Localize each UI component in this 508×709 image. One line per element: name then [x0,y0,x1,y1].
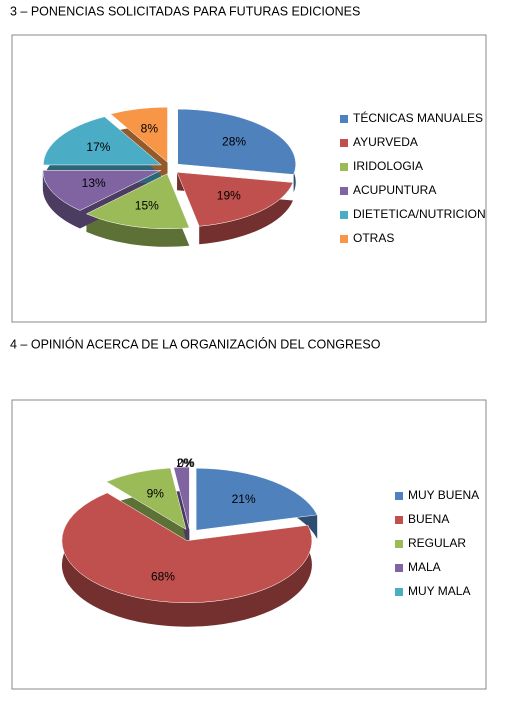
legend-swatch [395,492,403,500]
legend-label: DIETETICA/NUTRICION [353,207,486,221]
legend-swatch [395,588,403,596]
legend-swatch [340,115,348,123]
legend-swatch [340,187,348,195]
legend-label: TÉCNICAS MANUALES [353,110,483,125]
data-label: 13% [82,176,106,190]
slice [105,467,187,531]
data-label: 68% [151,569,175,583]
slice-side [42,170,161,229]
legend-swatch [395,564,403,572]
data-label: 19% [217,189,241,203]
legend-swatch [340,235,348,243]
section-title: 3 – PONENCIAS SOLICITADAS PARA FUTURAS E… [10,4,360,18]
legend-label: REGULAR [408,536,466,550]
slice [110,106,168,163]
legend-swatch [395,540,403,548]
legend-label: MALA [408,560,441,574]
data-label: 21% [232,492,256,506]
legend-label: ACUPUNTURA [353,183,436,197]
legend-swatch [395,516,403,524]
data-label: 15% [135,199,159,213]
data-label: 28% [222,135,246,149]
slice [195,468,318,531]
slice-side [86,173,190,247]
data-label: 8% [141,121,159,135]
slice [85,173,190,229]
legend-label: IRIDOLOGIA [353,159,423,173]
data-label: 17% [86,140,110,154]
legend-swatch [340,139,348,147]
legend-swatch [340,211,348,219]
legend-label: OTRAS [353,231,394,245]
slice [177,108,296,175]
slice [42,170,161,211]
slice [176,171,294,227]
section-title: 4 – OPINIÓN ACERCA DE LA ORGANIZACIÓN DE… [10,336,381,351]
slice [43,116,163,166]
legend-label: MUY BUENA [408,488,479,502]
legend-label: BUENA [408,512,449,526]
legend-label: AYURVEDA [353,135,418,149]
slice [173,466,190,530]
slice [61,492,313,603]
data-label: 2% [176,456,194,470]
data-label: 0% [177,456,195,470]
data-label: 9% [147,486,165,500]
legend-swatch [340,163,348,171]
legend-label: MUY MALA [408,584,470,598]
